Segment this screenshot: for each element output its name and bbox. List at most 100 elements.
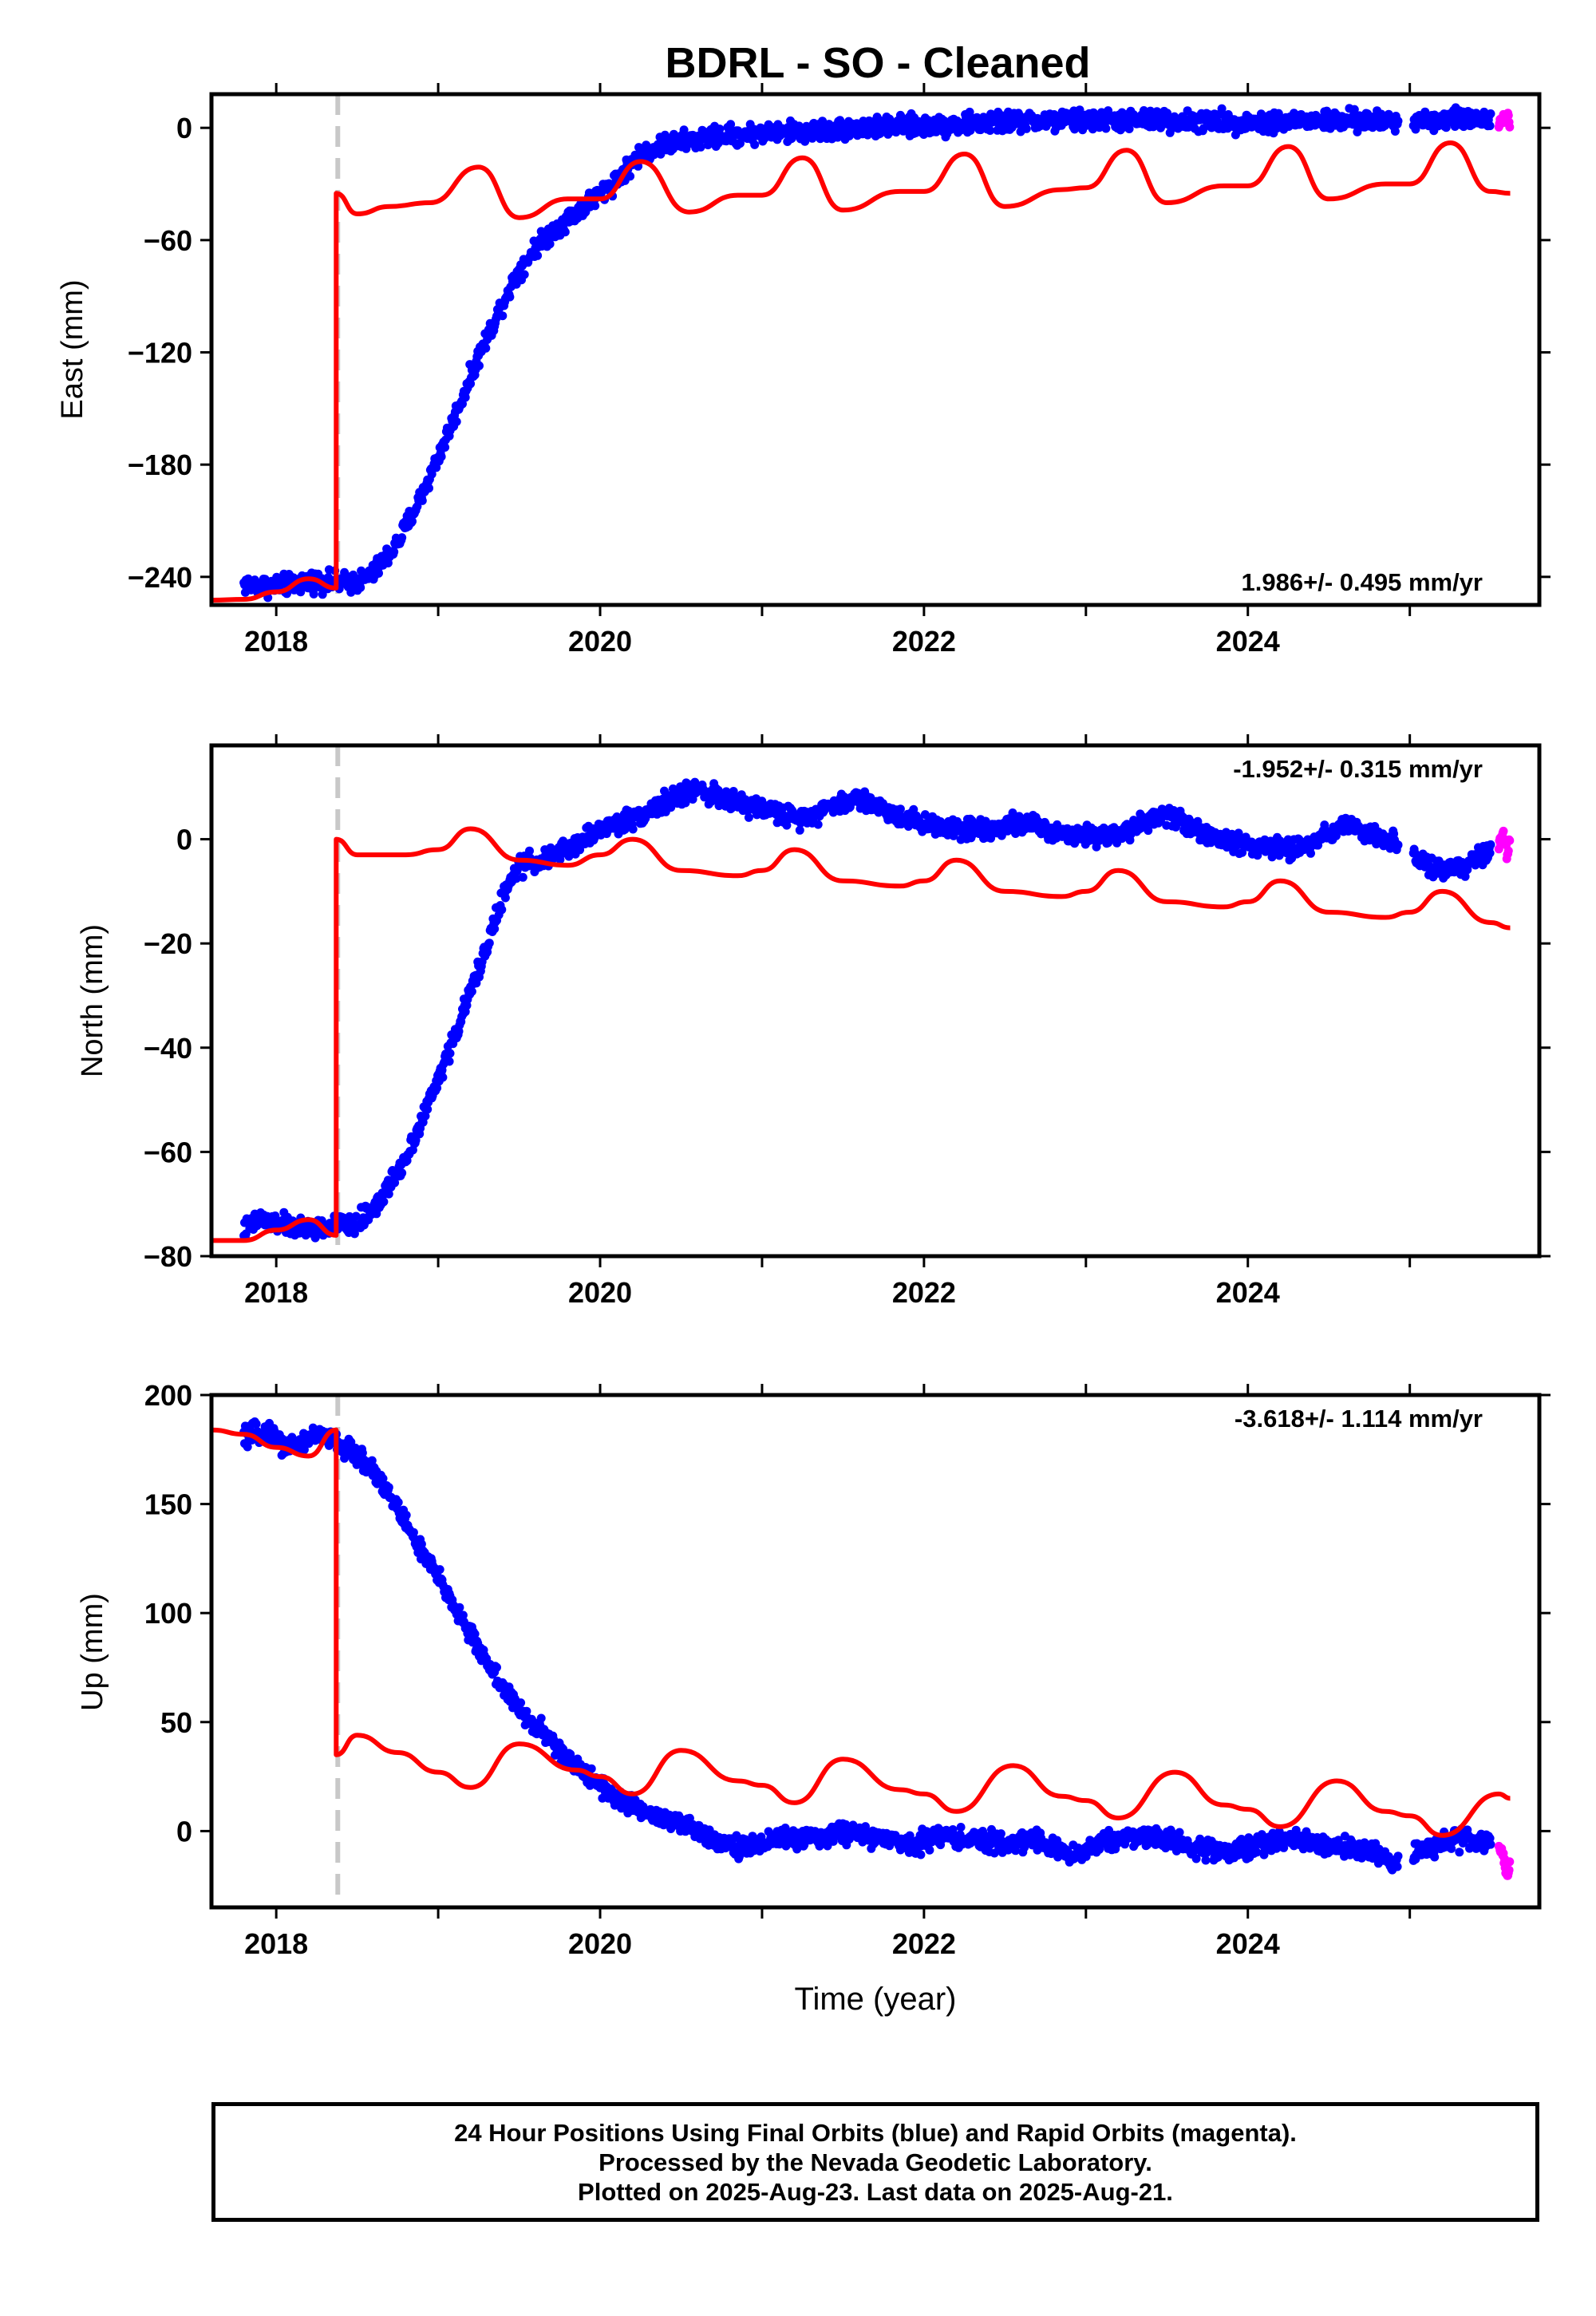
north-ytick-label: −20 — [144, 927, 192, 960]
east-final-orbit-point — [1124, 124, 1134, 133]
east-plot-frame — [209, 92, 1542, 607]
north-final-orbit-point — [438, 1073, 448, 1082]
up-final-orbit-point — [956, 1823, 966, 1832]
east-final-orbit-point — [1021, 124, 1031, 133]
east-final-orbit-point — [519, 270, 529, 279]
east-final-orbit-point — [1349, 105, 1359, 114]
east-final-orbit-point — [397, 533, 407, 543]
north-final-orbit-point — [500, 893, 510, 903]
north-final-orbit-point — [721, 787, 731, 796]
east-final-orbit-point — [1075, 105, 1084, 115]
east-final-orbit-point — [545, 239, 555, 249]
east-final-orbit-point — [452, 417, 461, 426]
east-final-orbit-point — [626, 172, 635, 181]
north-rapid-orbit-point — [1499, 826, 1508, 836]
east-ytick-label: 0 — [176, 112, 192, 144]
east-final-orbit-point — [679, 125, 689, 135]
east-xtick-label: 2020 — [568, 625, 632, 658]
east-xtick-label: 2018 — [244, 625, 308, 658]
north-final-orbit-point — [444, 1057, 454, 1066]
east-final-orbit-point — [696, 142, 705, 152]
east-final-orbit-point — [1486, 109, 1495, 118]
up-plot-layer — [211, 1395, 1515, 1907]
east-ytick-label: −120 — [128, 337, 192, 370]
east-final-orbit-point — [481, 343, 491, 353]
north-final-orbits-series — [239, 777, 1495, 1243]
east-final-orbit-point — [1101, 124, 1111, 133]
up-final-orbit-point — [251, 1419, 261, 1429]
east-rate-label: 1.986+/- 0.495 mm/yr — [1242, 568, 1483, 596]
east-xtick-label: 2024 — [1216, 625, 1280, 658]
north-model-curve — [211, 826, 1511, 1243]
up-final-orbit-point — [536, 1713, 546, 1723]
north-final-orbit-point — [411, 1136, 421, 1145]
up-final-orbit-point — [455, 1603, 464, 1612]
north-final-orbit-point — [384, 1189, 393, 1199]
north-final-orbit-point — [1485, 848, 1495, 858]
east-final-orbit-point — [1485, 121, 1495, 131]
up-final-orbit-point — [1175, 1828, 1184, 1837]
north-final-orbit-point — [555, 855, 565, 864]
east-final-orbit-point — [309, 589, 318, 599]
east-final-orbit-point — [460, 393, 470, 402]
north-final-orbit-point — [512, 874, 521, 883]
east-axis-label: East (mm) — [56, 279, 89, 419]
east-final-orbit-point — [389, 547, 399, 556]
north-ytick-label: −60 — [144, 1136, 192, 1168]
north-rapid-orbit-point — [1505, 836, 1515, 845]
north-final-orbit-point — [497, 905, 507, 915]
east-final-orbit-point — [750, 140, 760, 149]
east-ytick-label: −240 — [128, 561, 192, 594]
north-final-orbit-point — [445, 1049, 455, 1058]
north-ytick-label: 0 — [176, 824, 192, 856]
east-rapid-orbit-point — [1505, 122, 1515, 132]
east-final-orbits-series — [239, 103, 1495, 603]
north-final-orbit-point — [681, 798, 690, 808]
north-final-orbit-point — [351, 1211, 361, 1221]
north-final-orbit-point — [350, 1229, 359, 1239]
up-final-orbit-point — [916, 1850, 926, 1860]
east-final-orbit-point — [408, 516, 417, 526]
north-ytick-label: −80 — [144, 1240, 192, 1273]
north-final-orbit-point — [397, 1168, 407, 1178]
east-final-orbit-point — [591, 201, 600, 211]
east-final-orbit-point — [533, 251, 543, 260]
east-final-orbit-point — [505, 292, 515, 302]
up-final-orbit-point — [401, 1511, 411, 1520]
up-final-orbit-point — [925, 1845, 934, 1855]
up-final-orbit-point — [1201, 1856, 1211, 1865]
east-final-orbit-point — [417, 496, 427, 505]
north-final-orbit-point — [518, 872, 527, 882]
north-final-orbit-point — [744, 812, 753, 822]
north-final-orbit-point — [813, 820, 823, 829]
north-final-orbit-point — [467, 986, 476, 996]
east-final-orbit-point — [726, 120, 736, 129]
north-xtick-label: 2018 — [244, 1276, 308, 1309]
north-final-orbit-point — [390, 1178, 400, 1188]
north-final-orbit-point — [421, 1111, 430, 1120]
north-final-orbit-point — [484, 939, 494, 948]
up-final-orbit-point — [996, 1829, 1005, 1839]
north-xtick-label: 2024 — [1216, 1276, 1280, 1309]
north-final-orbit-point — [895, 804, 905, 814]
east-rapid-orbits-series — [1494, 109, 1515, 132]
north-final-orbit-point — [423, 1105, 433, 1114]
north-final-orbit-point — [1393, 840, 1403, 850]
east-plot-layer — [211, 94, 1515, 605]
north-rate-label: -1.952+/- 0.315 mm/yr — [1233, 755, 1483, 783]
east-final-orbit-point — [374, 568, 383, 578]
up-final-orbit-point — [393, 1498, 403, 1507]
east-final-orbit-point — [425, 484, 433, 493]
north-final-orbit-point — [795, 825, 804, 835]
east-final-orbit-point — [437, 452, 446, 461]
east-final-orbit-point — [1363, 109, 1373, 119]
north-axis-label: North (mm) — [76, 924, 109, 1077]
north-final-orbit-point — [490, 924, 500, 934]
east-final-orbit-point — [475, 361, 484, 370]
north-ytick-label: −40 — [144, 1032, 192, 1065]
east-final-orbit-point — [715, 124, 725, 134]
